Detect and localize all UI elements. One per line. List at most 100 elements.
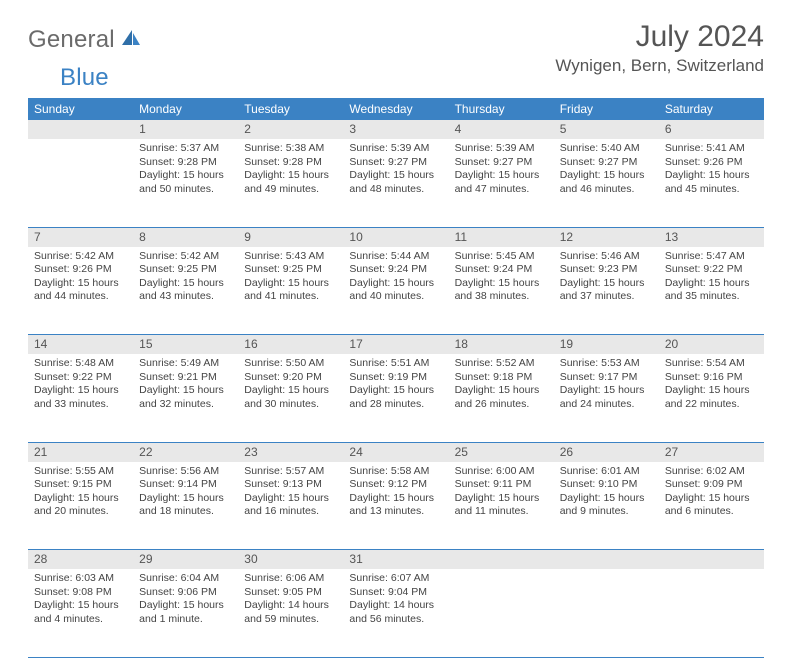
day-info-line: Sunrise: 5:42 AM: [34, 250, 127, 263]
day-info-line: Sunset: 9:14 PM: [139, 478, 232, 491]
day-number: 28: [28, 550, 133, 570]
day-cell: Sunrise: 5:56 AMSunset: 9:14 PMDaylight:…: [133, 462, 238, 550]
day-number: 19: [554, 335, 659, 355]
day-info-line: Sunrise: 5:57 AM: [244, 465, 337, 478]
day-info-line: Sunrise: 5:37 AM: [139, 142, 232, 155]
day-info-line: Sunset: 9:25 PM: [244, 263, 337, 276]
day-info-line: and 28 minutes.: [349, 398, 442, 411]
day-info-line: Sunrise: 5:50 AM: [244, 357, 337, 370]
day-info-line: Daylight: 15 hours: [665, 384, 758, 397]
day-info-line: Sunrise: 5:41 AM: [665, 142, 758, 155]
day-info-line: Sunrise: 5:38 AM: [244, 142, 337, 155]
day-info-line: Daylight: 15 hours: [139, 384, 232, 397]
day-info-line: and 13 minutes.: [349, 505, 442, 518]
day-info-line: Daylight: 15 hours: [665, 169, 758, 182]
day-info-line: Daylight: 15 hours: [349, 169, 442, 182]
day-info-line: and 26 minutes.: [455, 398, 548, 411]
day-info-line: Sunrise: 5:40 AM: [560, 142, 653, 155]
day-cell: Sunrise: 5:51 AMSunset: 9:19 PMDaylight:…: [343, 354, 448, 442]
day-number-row: 21222324252627: [28, 442, 764, 462]
day-number: [554, 550, 659, 570]
brand-logo: General: [28, 20, 144, 54]
day-number: 14: [28, 335, 133, 355]
day-cell: Sunrise: 5:37 AMSunset: 9:28 PMDaylight:…: [133, 139, 238, 227]
day-info-line: and 46 minutes.: [560, 183, 653, 196]
day-number: 12: [554, 227, 659, 247]
day-info-line: Daylight: 15 hours: [349, 277, 442, 290]
day-cell: Sunrise: 6:03 AMSunset: 9:08 PMDaylight:…: [28, 569, 133, 657]
day-cell: Sunrise: 5:54 AMSunset: 9:16 PMDaylight:…: [659, 354, 764, 442]
day-info-line: and 24 minutes.: [560, 398, 653, 411]
day-info-line: and 32 minutes.: [139, 398, 232, 411]
day-number: 24: [343, 442, 448, 462]
day-number: 16: [238, 335, 343, 355]
day-cell: Sunrise: 5:39 AMSunset: 9:27 PMDaylight:…: [343, 139, 448, 227]
day-info-line: and 30 minutes.: [244, 398, 337, 411]
day-number: 13: [659, 227, 764, 247]
month-title: July 2024: [555, 20, 764, 54]
day-cell: Sunrise: 5:48 AMSunset: 9:22 PMDaylight:…: [28, 354, 133, 442]
day-number: 6: [659, 120, 764, 139]
day-cell: Sunrise: 5:52 AMSunset: 9:18 PMDaylight:…: [449, 354, 554, 442]
day-number: 27: [659, 442, 764, 462]
day-info-line: and 47 minutes.: [455, 183, 548, 196]
day-number-row: 78910111213: [28, 227, 764, 247]
day-number: [659, 550, 764, 570]
day-info-line: Sunset: 9:24 PM: [455, 263, 548, 276]
day-cell: [554, 569, 659, 657]
day-info-line: Daylight: 15 hours: [560, 492, 653, 505]
day-info-line: Sunrise: 5:39 AM: [455, 142, 548, 155]
day-cell: Sunrise: 5:49 AMSunset: 9:21 PMDaylight:…: [133, 354, 238, 442]
day-info-line: Daylight: 15 hours: [665, 277, 758, 290]
day-info-line: Sunrise: 5:51 AM: [349, 357, 442, 370]
day-header: Monday: [133, 98, 238, 120]
day-cell: Sunrise: 5:53 AMSunset: 9:17 PMDaylight:…: [554, 354, 659, 442]
day-info-line: Sunrise: 5:53 AM: [560, 357, 653, 370]
day-info-line: Daylight: 15 hours: [665, 492, 758, 505]
brand-part1: General: [28, 26, 115, 54]
day-info-line: Sunset: 9:05 PM: [244, 586, 337, 599]
day-info-line: Sunset: 9:28 PM: [244, 156, 337, 169]
day-number: 1: [133, 120, 238, 139]
day-info-line: and 6 minutes.: [665, 505, 758, 518]
day-info-line: and 18 minutes.: [139, 505, 232, 518]
day-info-line: and 37 minutes.: [560, 290, 653, 303]
day-number: 20: [659, 335, 764, 355]
day-info-line: Sunrise: 5:42 AM: [139, 250, 232, 263]
day-number: 5: [554, 120, 659, 139]
day-info-line: Daylight: 15 hours: [244, 492, 337, 505]
day-number: 30: [238, 550, 343, 570]
day-header: Saturday: [659, 98, 764, 120]
day-info-line: and 38 minutes.: [455, 290, 548, 303]
day-info-line: Sunset: 9:13 PM: [244, 478, 337, 491]
day-info-line: Sunset: 9:04 PM: [349, 586, 442, 599]
day-info-line: and 56 minutes.: [349, 613, 442, 626]
day-content-row: Sunrise: 5:37 AM Sunset: 9:28 PM Daylight:…: [28, 139, 764, 227]
day-info-line: Sunset: 9:12 PM: [349, 478, 442, 491]
day-number: 4: [449, 120, 554, 139]
day-info-line: Sunrise: 6:00 AM: [455, 465, 548, 478]
day-info-line: Daylight: 15 hours: [139, 599, 232, 612]
day-cell: Sunrise: 6:06 AMSunset: 9:05 PMDaylight:…: [238, 569, 343, 657]
day-cell: Sunrise: 5:41 AMSunset: 9:26 PMDaylight:…: [659, 139, 764, 227]
day-number: [28, 120, 133, 139]
day-info-line: Sunrise: 6:02 AM: [665, 465, 758, 478]
day-cell: Sunrise: 5:46 AMSunset: 9:23 PMDaylight:…: [554, 247, 659, 335]
day-cell: Sunrise: 5:45 AMSunset: 9:24 PMDaylight:…: [449, 247, 554, 335]
day-cell: Sunrise: 5:40 AMSunset: 9:27 PMDaylight:…: [554, 139, 659, 227]
day-info-line: and 49 minutes.: [244, 183, 337, 196]
day-number: 26: [554, 442, 659, 462]
day-number-row: 14151617181920: [28, 335, 764, 355]
day-info-line: Sunrise: 6:06 AM: [244, 572, 337, 585]
day-cell: Sunrise: 5:43 AMSunset: 9:25 PMDaylight:…: [238, 247, 343, 335]
day-cell: [449, 569, 554, 657]
day-info-line: Sunrise: 5:49 AM: [139, 357, 232, 370]
day-cell: Sunrise: 5:47 AMSunset: 9:22 PMDaylight:…: [659, 247, 764, 335]
day-info-line: Sunrise: 5:46 AM: [560, 250, 653, 263]
day-header: Wednesday: [343, 98, 448, 120]
day-info-line: Sunrise: 5:44 AM: [349, 250, 442, 263]
day-cell: Sunrise: 5:42 AMSunset: 9:25 PMDaylight:…: [133, 247, 238, 335]
day-info-line: Sunset: 9:24 PM: [349, 263, 442, 276]
day-info-line: Daylight: 15 hours: [34, 492, 127, 505]
day-cell: Sunrise: 5:39 AMSunset: 9:27 PMDaylight:…: [449, 139, 554, 227]
